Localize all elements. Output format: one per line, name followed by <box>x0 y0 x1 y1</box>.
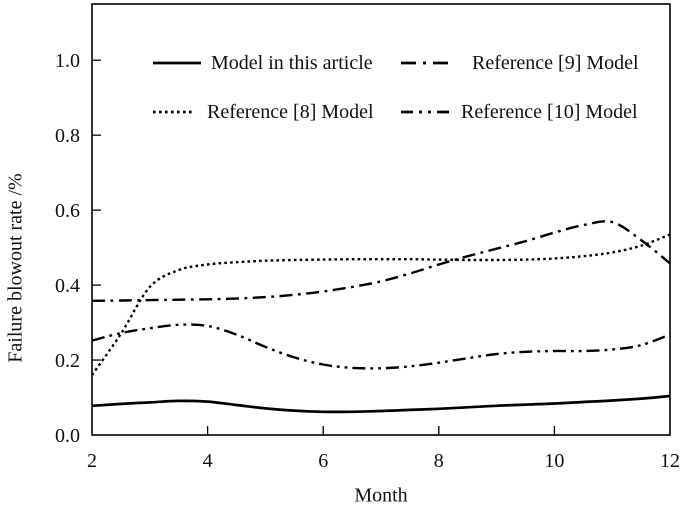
x-tick-label: 12 <box>660 450 680 472</box>
legend-label: Reference [8] Model <box>207 100 374 123</box>
y-tick-label: 0.2 <box>55 350 80 372</box>
series-reference-8-model <box>91 233 671 376</box>
legend-item-reference-10-model: Reference [10] Model <box>400 100 638 124</box>
x-tick-label: 6 <box>318 450 328 472</box>
legend-label: Reference [9] Model <box>472 51 639 74</box>
dash-dot-dot-line-swatch-icon <box>401 110 451 114</box>
legend-item-model-in-this-article: Model in this article <box>152 51 373 75</box>
x-axis-title: Month <box>354 484 408 507</box>
legend-item-reference-9-model: Reference [9] Model <box>400 51 639 75</box>
series-reference-10-model <box>91 323 671 370</box>
legend-item-reference-8-model: Reference [8] Model <box>152 100 374 124</box>
x-tick-label: 8 <box>434 450 444 472</box>
legend-label: Model in this article <box>211 51 373 74</box>
y-tick-label: 0.6 <box>55 200 80 222</box>
x-tick-label: 10 <box>544 450 564 472</box>
x-tick-label: 2 <box>87 450 97 472</box>
series-model-in-this-article <box>91 394 671 414</box>
y-axis-title: Failure blowout rate /% <box>4 173 27 363</box>
plot-frame <box>91 3 671 436</box>
x-tick-label: 4 <box>203 450 213 472</box>
series-reference-9-model <box>91 220 671 302</box>
y-tick-label: 1.0 <box>55 50 80 72</box>
y-tick-label: 0.4 <box>55 275 80 297</box>
dash-dot-line-swatch-icon <box>401 61 451 65</box>
dotted-line-swatch-icon <box>153 110 193 114</box>
y-tick-label: 0.8 <box>55 125 80 147</box>
y-tick-label: 0.0 <box>55 425 80 447</box>
solid-line-swatch-icon <box>153 61 201 65</box>
legend-label: Reference [10] Model <box>461 100 638 123</box>
